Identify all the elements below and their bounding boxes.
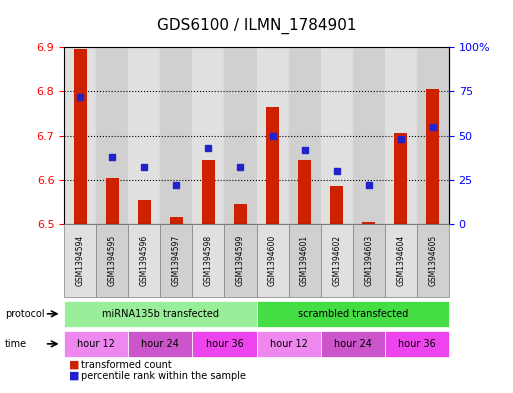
Text: time: time	[5, 339, 27, 349]
Bar	[330, 186, 343, 224]
Text: GSM1394595: GSM1394595	[108, 235, 117, 286]
Bar	[417, 47, 449, 224]
Text: hour 24: hour 24	[142, 339, 179, 349]
Bar	[321, 47, 353, 224]
Bar	[234, 204, 247, 224]
Text: GSM1394600: GSM1394600	[268, 235, 277, 286]
Bar	[353, 47, 385, 224]
Text: hour 12: hour 12	[270, 339, 307, 349]
Text: GSM1394602: GSM1394602	[332, 235, 341, 286]
Bar	[362, 222, 375, 224]
Bar	[74, 50, 87, 224]
Text: GDS6100 / ILMN_1784901: GDS6100 / ILMN_1784901	[157, 17, 356, 34]
Bar	[160, 47, 192, 224]
Bar	[394, 133, 407, 224]
Text: GSM1394596: GSM1394596	[140, 235, 149, 286]
Text: hour 36: hour 36	[398, 339, 436, 349]
Text: hour 24: hour 24	[334, 339, 371, 349]
Text: hour 12: hour 12	[77, 339, 115, 349]
Bar	[385, 47, 417, 224]
Text: GSM1394598: GSM1394598	[204, 235, 213, 286]
Text: hour 36: hour 36	[206, 339, 243, 349]
Text: GSM1394599: GSM1394599	[236, 235, 245, 286]
Bar	[225, 47, 256, 224]
Bar	[64, 47, 96, 224]
Text: protocol: protocol	[5, 309, 45, 319]
Text: GSM1394603: GSM1394603	[364, 235, 373, 286]
Text: ■: ■	[69, 371, 80, 381]
Bar	[96, 47, 128, 224]
Bar	[426, 89, 439, 224]
Bar	[202, 160, 215, 224]
Bar	[138, 200, 151, 224]
Text: GSM1394605: GSM1394605	[428, 235, 438, 286]
Bar	[298, 160, 311, 224]
Text: percentile rank within the sample: percentile rank within the sample	[81, 371, 246, 381]
Text: GSM1394604: GSM1394604	[396, 235, 405, 286]
Text: GSM1394601: GSM1394601	[300, 235, 309, 286]
Bar	[256, 47, 288, 224]
Text: transformed count: transformed count	[81, 360, 171, 370]
Bar	[170, 217, 183, 224]
Text: scrambled transfected: scrambled transfected	[298, 309, 408, 319]
Bar	[288, 47, 321, 224]
Bar	[106, 178, 119, 224]
Text: GSM1394594: GSM1394594	[75, 235, 85, 286]
Text: miRNA135b transfected: miRNA135b transfected	[102, 309, 219, 319]
Text: GSM1394597: GSM1394597	[172, 235, 181, 286]
Bar	[192, 47, 225, 224]
Text: ■: ■	[69, 360, 80, 370]
Bar	[266, 107, 279, 224]
Bar	[128, 47, 160, 224]
